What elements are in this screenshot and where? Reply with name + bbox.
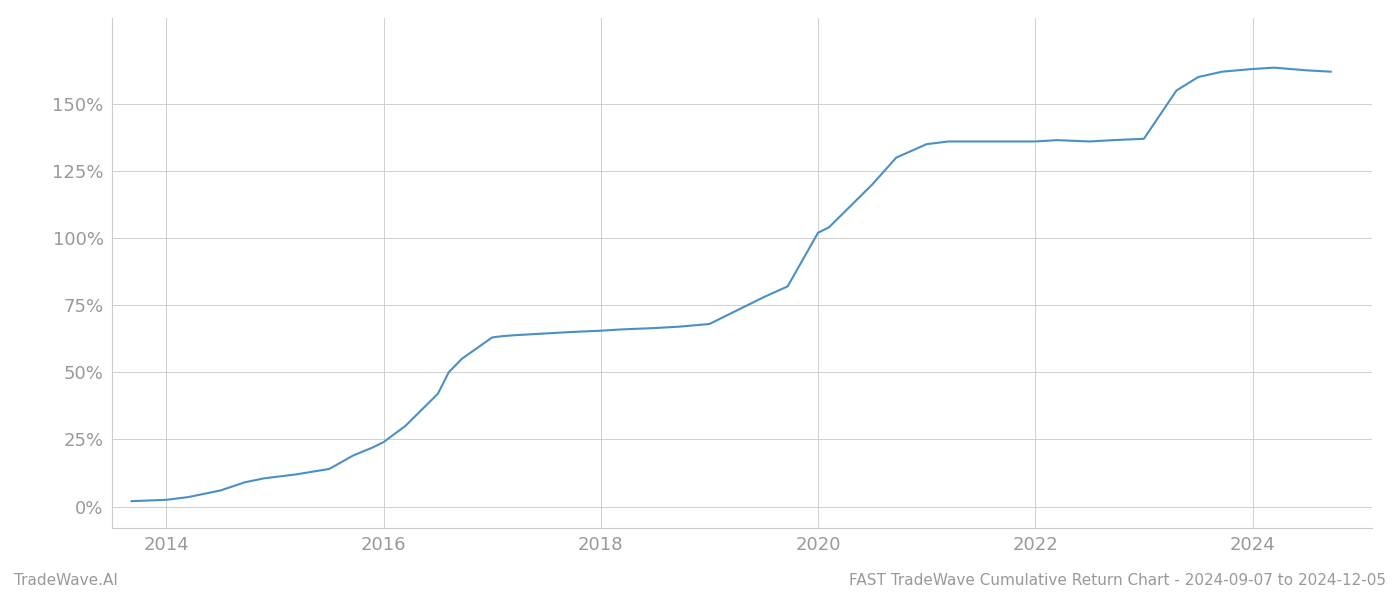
Text: TradeWave.AI: TradeWave.AI: [14, 573, 118, 588]
Text: FAST TradeWave Cumulative Return Chart - 2024-09-07 to 2024-12-05: FAST TradeWave Cumulative Return Chart -…: [848, 573, 1386, 588]
